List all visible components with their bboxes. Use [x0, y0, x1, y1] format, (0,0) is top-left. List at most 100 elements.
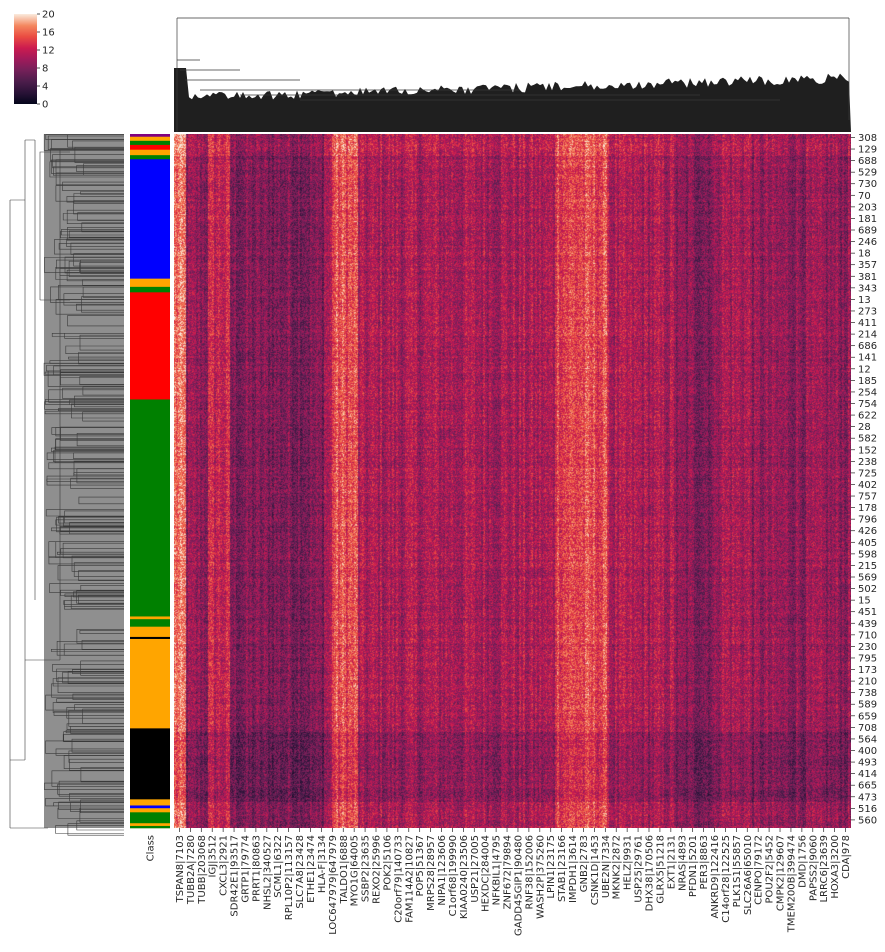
- column-tick-label: TUBB|203068: [197, 835, 208, 905]
- column-tick-label: SLC26A6|65010: [743, 835, 754, 915]
- column-tick-label: NHSL2|340527: [262, 835, 273, 910]
- column-tick-label: C20orf79|140733: [393, 835, 404, 923]
- row-tick-label: 13: [858, 295, 871, 306]
- class-band-black: [130, 728, 170, 800]
- row-tick-label: 688: [858, 156, 877, 167]
- column-tick-label: MKNK2|2872: [612, 835, 623, 899]
- column-tick-label: SSBP2|23635: [361, 835, 372, 902]
- row-tick-label: 598: [858, 549, 877, 560]
- row-tick-label: 357: [858, 260, 877, 271]
- column-tick-label: HLA-F|3134: [317, 835, 328, 893]
- row-tick-label: 230: [858, 642, 877, 653]
- row-tick-label: 516: [858, 804, 877, 815]
- class-band-purple: [130, 134, 170, 138]
- column-tick-label: CDA|978: [841, 835, 852, 879]
- column-tick-label: LPIN1|23175: [546, 835, 557, 899]
- row-tick-label: 795: [858, 653, 877, 664]
- row-tick-labels: 3081296885297307020318168924618357381343…: [851, 133, 877, 826]
- column-tick-label: LRRC6|23639: [819, 835, 830, 903]
- class-band-black: [130, 636, 170, 640]
- class-band-green: [130, 812, 170, 824]
- row-tick-label: 185: [858, 376, 877, 387]
- column-tick-label: TALDO1|6888: [339, 835, 350, 905]
- row-tick-label: 426: [858, 526, 877, 537]
- class-band-orange: [130, 136, 170, 142]
- row-tick-label: 273: [858, 306, 877, 317]
- column-tick-label: IGJ|3512: [208, 835, 219, 877]
- class-band-orange: [130, 616, 170, 620]
- row-tick-label: 215: [858, 561, 877, 572]
- colorbar-tick-label: 16: [42, 28, 55, 39]
- column-tick-label: ETHE1|23474: [306, 835, 317, 903]
- row-tick-label: 796: [858, 515, 877, 526]
- row-tick-label: 589: [858, 700, 877, 711]
- class-band-green: [130, 286, 170, 293]
- column-tick-label: WASH2P|375260: [535, 835, 546, 919]
- column-tick-label: NFKBIL1|4795: [492, 835, 503, 905]
- class-band-red: [130, 144, 170, 150]
- column-tick-label: POP5|51367: [415, 835, 426, 896]
- row-tick-label: 15: [858, 596, 871, 607]
- row-tick-label: 564: [858, 734, 877, 745]
- column-tick-label: TSPAN8|7103: [175, 835, 186, 903]
- row-tick-label: 560: [858, 815, 877, 826]
- class-band-green: [130, 619, 170, 627]
- row-tick-label: 238: [858, 457, 877, 468]
- column-tick-label: CENPO|79172: [754, 835, 765, 905]
- row-tick-label: 141: [858, 353, 877, 364]
- row-tick-label: 730: [858, 179, 877, 190]
- row-tick-label: 181: [858, 214, 877, 225]
- row-dendrogram: [9, 134, 124, 836]
- column-tick-label: SCML1|6322: [273, 835, 284, 898]
- row-tick-label: 473: [858, 792, 877, 803]
- column-tick-label: PER3|8863: [699, 835, 710, 889]
- row-tick-label: 152: [858, 445, 877, 456]
- row-tick-label: 254: [858, 387, 877, 398]
- column-tick-label: USP25|29761: [634, 835, 645, 903]
- column-tick-label: GLRX5|51218: [655, 835, 666, 904]
- column-tick-label: PLK1S1|55857: [732, 835, 743, 907]
- column-tick-label: NRAS|4893: [677, 835, 688, 891]
- row-tick-label: 686: [858, 341, 877, 352]
- column-tick-label: STAB1|23166: [557, 835, 568, 902]
- column-tick-label: LOC647979|647979: [328, 835, 339, 935]
- row-tick-label: 173: [858, 665, 877, 676]
- colorbar: 0 4 8 12 16 20: [14, 10, 55, 111]
- column-tick-label: POU2F2|5452: [765, 835, 776, 904]
- colorbar-tick-label: 4: [42, 82, 48, 93]
- row-tick-label: 708: [858, 723, 877, 734]
- class-band-green: [130, 399, 170, 617]
- column-tick-label: DMD|1756: [797, 835, 808, 888]
- row-tick-label: 178: [858, 503, 877, 514]
- row-tick-label: 710: [858, 630, 877, 641]
- class-band-orange: [130, 799, 170, 806]
- colorbar-tick-label: 8: [42, 64, 48, 75]
- class-band-orange: [130, 808, 170, 813]
- row-tick-label: 582: [858, 434, 877, 445]
- column-tick-label: RPL10P2|113157: [284, 835, 295, 920]
- column-tick-label: PAPSS2|9060: [808, 835, 819, 901]
- column-tick-label: USP21|27005: [470, 835, 481, 903]
- column-tick-label: SDR42E1|93517: [230, 835, 241, 917]
- colorbar-tick-label: 0: [42, 100, 48, 111]
- column-tick-label: MRPS28|28957: [426, 835, 437, 911]
- class-band-green: [130, 155, 170, 160]
- class-band-green: [130, 825, 170, 829]
- row-tick-label: 28: [858, 422, 871, 433]
- column-tick-label: HELZ|9931: [623, 835, 634, 890]
- class-band-orange: [130, 149, 170, 156]
- column-tick-label: ANKRD9|122416: [710, 835, 721, 918]
- row-tick-label: 414: [858, 769, 877, 780]
- row-tick-label: 246: [858, 237, 877, 248]
- row-tick-label: 210: [858, 677, 877, 688]
- class-band-red: [130, 292, 170, 400]
- row-class-colors: [130, 134, 170, 829]
- column-tick-label: C1orf68|199990: [448, 835, 459, 916]
- column-tick-label: HEXDC|284004: [481, 835, 492, 912]
- column-tick-label: DHX38|170506: [644, 835, 655, 911]
- row-tick-label: 12: [858, 364, 871, 375]
- colorbar-tick-label: 12: [42, 46, 55, 57]
- row-tick-label: 18: [858, 249, 871, 260]
- class-band-orange: [130, 278, 170, 288]
